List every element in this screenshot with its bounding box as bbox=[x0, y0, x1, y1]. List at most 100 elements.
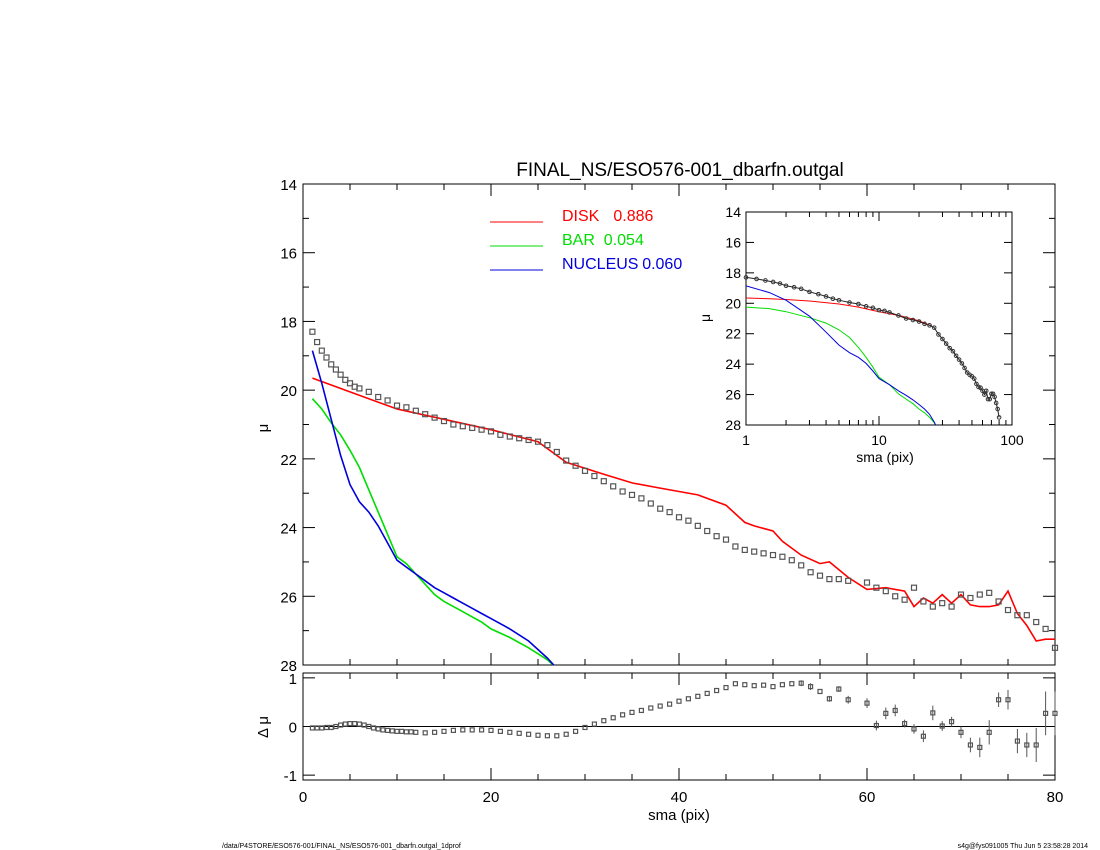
inset-data-point bbox=[964, 370, 970, 375]
inset-data-point bbox=[956, 357, 962, 362]
inset-data-point bbox=[978, 385, 983, 391]
residual-point bbox=[460, 727, 466, 733]
inset-data-point bbox=[943, 341, 949, 346]
inset-data-point bbox=[959, 361, 965, 366]
residual-y-tick-label: -1 bbox=[284, 768, 297, 785]
data-point bbox=[1023, 612, 1030, 619]
data-point bbox=[647, 500, 654, 507]
data-point bbox=[450, 421, 457, 428]
residual-point bbox=[685, 696, 692, 702]
inset-data-point bbox=[870, 305, 876, 311]
residual-point bbox=[883, 710, 889, 716]
residual-point bbox=[601, 718, 607, 724]
inset-data-point bbox=[836, 297, 842, 303]
data-point bbox=[628, 491, 636, 499]
data-point bbox=[967, 594, 974, 602]
inset-x-axis-label: sma (pix) bbox=[856, 449, 914, 465]
inset-series-disk-line bbox=[746, 297, 933, 327]
residual-point bbox=[319, 725, 325, 731]
series-disk-line bbox=[312, 377, 1055, 642]
data-point bbox=[929, 603, 936, 610]
residual-point bbox=[948, 719, 955, 725]
residual-point bbox=[629, 709, 635, 715]
data-point bbox=[469, 424, 476, 432]
residual-point bbox=[817, 688, 823, 695]
data-point bbox=[788, 557, 795, 564]
inset-data-point bbox=[982, 392, 987, 397]
data-point bbox=[497, 431, 504, 438]
data-point bbox=[694, 522, 701, 529]
residual-point bbox=[413, 729, 419, 735]
residual-y-tick-label: 0 bbox=[289, 720, 297, 737]
data-point bbox=[845, 577, 852, 584]
residual-point bbox=[572, 728, 579, 734]
y-axis-label: μ bbox=[255, 424, 272, 433]
data-point bbox=[544, 442, 551, 449]
residual-point bbox=[845, 697, 851, 703]
x-tick-label: 20 bbox=[483, 789, 500, 806]
data-point bbox=[657, 505, 664, 512]
data-point bbox=[666, 509, 673, 516]
residual-point bbox=[582, 724, 588, 731]
data-point bbox=[732, 543, 739, 550]
residual-point bbox=[479, 727, 485, 733]
inset-data-point bbox=[983, 388, 989, 394]
data-point bbox=[798, 562, 805, 569]
residual-point bbox=[403, 729, 409, 735]
residual-point bbox=[333, 723, 339, 730]
data-point bbox=[375, 393, 382, 401]
data-point bbox=[323, 354, 330, 361]
main-plot: 14 16 18 20 22 24 26 28 μ bbox=[255, 177, 1059, 675]
legend-label-nucleus: NUCLEUS bbox=[562, 256, 638, 273]
residual-point bbox=[920, 733, 927, 739]
data-point bbox=[412, 407, 419, 414]
data-point bbox=[835, 576, 842, 583]
inset-y-axis-label: μ bbox=[697, 314, 713, 322]
residual-point bbox=[525, 731, 532, 737]
residual-y-axis-label: Δ μ bbox=[255, 716, 272, 738]
residual-point bbox=[497, 728, 503, 734]
data-point bbox=[478, 426, 485, 433]
inset-data-point bbox=[830, 296, 836, 302]
legend-value-disk: 0.886 bbox=[613, 208, 653, 225]
residual-point bbox=[789, 681, 795, 687]
data-point bbox=[309, 328, 316, 335]
residual-point bbox=[657, 703, 663, 709]
data-point bbox=[882, 588, 889, 595]
inset-data-point bbox=[927, 323, 932, 328]
residual-point bbox=[347, 720, 353, 727]
data-point bbox=[760, 550, 767, 557]
data-point bbox=[393, 402, 401, 409]
data-point bbox=[440, 417, 448, 425]
inset-data-point bbox=[950, 348, 956, 354]
data-point bbox=[957, 591, 965, 598]
data-point bbox=[948, 603, 955, 610]
y-tick-label: 28 bbox=[280, 658, 297, 675]
inset-data-point bbox=[847, 300, 852, 305]
data-point bbox=[892, 593, 899, 600]
y-tick-label: 26 bbox=[280, 589, 297, 606]
residual-point bbox=[389, 728, 395, 734]
residual-point bbox=[1005, 697, 1011, 703]
inset-data-point bbox=[770, 279, 776, 285]
residual-point bbox=[770, 684, 776, 690]
data-point bbox=[487, 428, 495, 435]
data-point bbox=[986, 589, 993, 596]
series-nucleus-line bbox=[311, 350, 555, 665]
residual-point bbox=[591, 721, 598, 727]
inset-frame bbox=[745, 211, 1013, 426]
residual-point bbox=[328, 724, 334, 731]
residual-point bbox=[441, 728, 447, 734]
inset-data-point bbox=[807, 289, 812, 295]
data-point bbox=[525, 436, 532, 444]
residual-y-tick-label: 1 bbox=[289, 671, 297, 688]
residual-point bbox=[399, 728, 405, 734]
data-point bbox=[563, 457, 570, 464]
inset-y-tick-label: 22 bbox=[725, 326, 741, 342]
residual-point bbox=[356, 721, 362, 727]
data-point bbox=[337, 371, 344, 378]
data-point bbox=[318, 347, 325, 354]
series-bar-line bbox=[311, 398, 555, 665]
inset-y-tick-label: 16 bbox=[725, 234, 741, 250]
